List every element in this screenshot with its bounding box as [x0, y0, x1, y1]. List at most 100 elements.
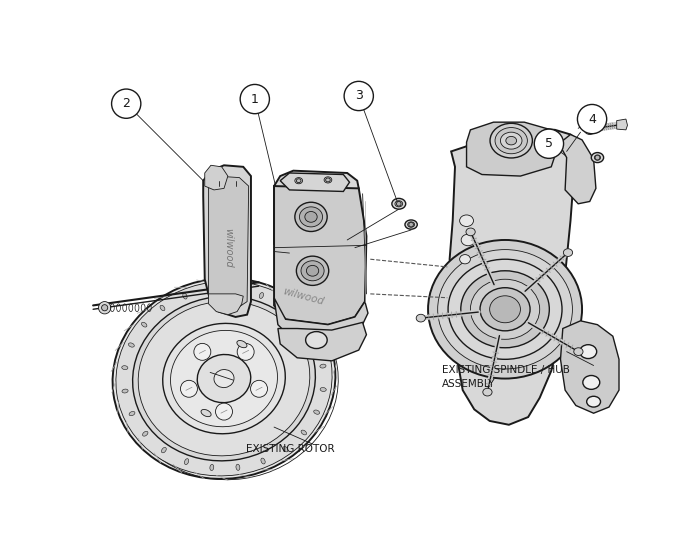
Circle shape — [194, 344, 211, 360]
Circle shape — [181, 380, 197, 397]
Ellipse shape — [237, 340, 247, 348]
Text: 5: 5 — [545, 137, 553, 150]
Ellipse shape — [295, 177, 302, 184]
Ellipse shape — [592, 152, 603, 162]
Ellipse shape — [461, 234, 475, 246]
Ellipse shape — [326, 178, 330, 182]
Text: 4: 4 — [588, 112, 596, 126]
Polygon shape — [204, 165, 228, 190]
Ellipse shape — [116, 281, 332, 476]
Ellipse shape — [313, 341, 319, 346]
Text: 1: 1 — [251, 92, 259, 106]
Ellipse shape — [392, 198, 406, 209]
Text: wilwood: wilwood — [281, 286, 325, 306]
Ellipse shape — [405, 220, 417, 229]
Ellipse shape — [301, 430, 307, 435]
Ellipse shape — [587, 128, 592, 132]
Ellipse shape — [584, 125, 595, 135]
Ellipse shape — [160, 305, 165, 311]
Ellipse shape — [128, 343, 134, 347]
Circle shape — [111, 89, 141, 118]
Ellipse shape — [171, 330, 277, 427]
Polygon shape — [274, 171, 358, 245]
Ellipse shape — [587, 396, 601, 407]
Polygon shape — [559, 135, 596, 204]
Ellipse shape — [461, 271, 550, 348]
Ellipse shape — [300, 207, 323, 227]
Ellipse shape — [307, 265, 319, 276]
Ellipse shape — [320, 388, 326, 391]
Ellipse shape — [296, 256, 329, 285]
Ellipse shape — [113, 278, 335, 479]
Circle shape — [237, 344, 254, 360]
Ellipse shape — [122, 366, 128, 370]
Ellipse shape — [122, 389, 128, 393]
Polygon shape — [466, 122, 559, 176]
Text: 3: 3 — [355, 90, 363, 102]
Ellipse shape — [162, 448, 167, 453]
Ellipse shape — [438, 250, 573, 369]
Polygon shape — [561, 321, 619, 413]
Ellipse shape — [324, 177, 332, 183]
Ellipse shape — [296, 179, 301, 182]
Ellipse shape — [490, 123, 533, 158]
Ellipse shape — [208, 287, 212, 293]
Ellipse shape — [197, 355, 251, 403]
Ellipse shape — [594, 155, 601, 160]
Circle shape — [578, 105, 607, 133]
Ellipse shape — [214, 370, 234, 388]
Circle shape — [595, 155, 600, 160]
Circle shape — [409, 222, 414, 227]
Ellipse shape — [495, 127, 527, 153]
Circle shape — [216, 403, 232, 420]
Polygon shape — [274, 186, 367, 325]
Ellipse shape — [580, 345, 596, 359]
Ellipse shape — [236, 464, 240, 470]
Ellipse shape — [183, 293, 187, 299]
Circle shape — [251, 380, 267, 397]
Polygon shape — [209, 294, 244, 315]
Text: EXISTING SPINDLE / HUB
ASSEMBLY: EXISTING SPINDLE / HUB ASSEMBLY — [442, 365, 570, 389]
Ellipse shape — [306, 331, 327, 349]
Ellipse shape — [300, 321, 305, 326]
Ellipse shape — [143, 431, 148, 436]
Ellipse shape — [295, 202, 327, 231]
Ellipse shape — [428, 240, 582, 379]
Text: wilwood: wilwood — [223, 228, 233, 267]
Circle shape — [240, 85, 270, 113]
Ellipse shape — [132, 296, 316, 461]
Circle shape — [396, 201, 401, 206]
Circle shape — [534, 129, 564, 158]
Ellipse shape — [500, 132, 522, 149]
Ellipse shape — [320, 364, 326, 368]
Ellipse shape — [201, 409, 211, 416]
Ellipse shape — [460, 255, 470, 264]
Ellipse shape — [301, 261, 324, 281]
Ellipse shape — [138, 301, 310, 456]
Ellipse shape — [261, 458, 265, 464]
Ellipse shape — [490, 296, 521, 322]
Ellipse shape — [259, 292, 264, 299]
Text: 2: 2 — [122, 97, 130, 110]
Circle shape — [102, 305, 108, 311]
Ellipse shape — [470, 279, 540, 339]
Ellipse shape — [304, 211, 317, 222]
Polygon shape — [617, 119, 627, 130]
Ellipse shape — [407, 222, 414, 227]
Ellipse shape — [466, 228, 475, 236]
Ellipse shape — [210, 464, 214, 470]
Ellipse shape — [480, 287, 530, 331]
Ellipse shape — [281, 304, 286, 310]
Ellipse shape — [416, 314, 426, 322]
Circle shape — [99, 301, 111, 314]
Ellipse shape — [564, 249, 573, 256]
Polygon shape — [449, 128, 582, 425]
Ellipse shape — [460, 215, 473, 226]
Ellipse shape — [448, 259, 562, 359]
Polygon shape — [278, 322, 367, 361]
Ellipse shape — [483, 388, 492, 396]
Polygon shape — [209, 176, 248, 309]
Ellipse shape — [162, 324, 286, 434]
Ellipse shape — [129, 411, 135, 416]
Ellipse shape — [141, 322, 147, 327]
